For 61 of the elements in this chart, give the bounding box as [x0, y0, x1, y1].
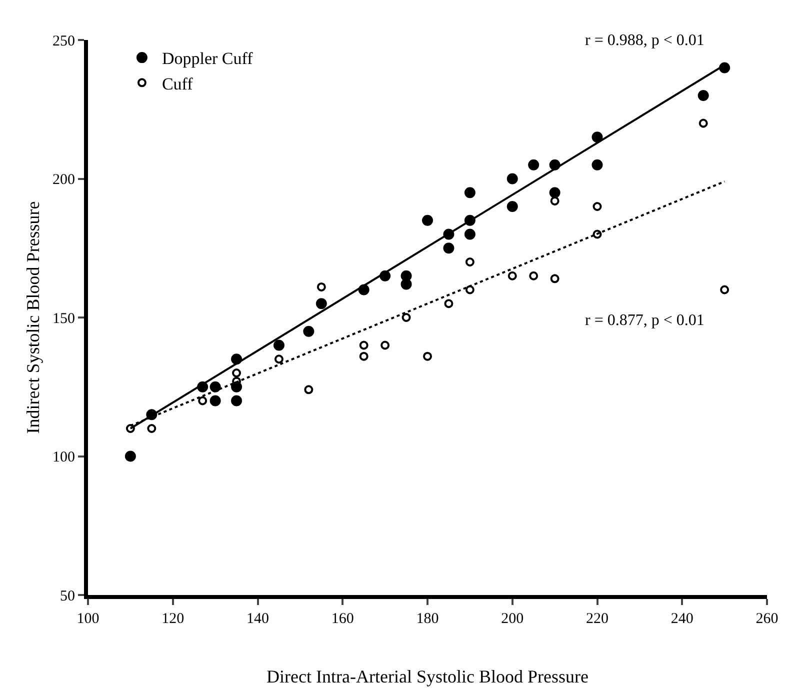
- x-tick-label: 160: [331, 611, 354, 627]
- y-axis-title: Indirect Systolic Blood Pressure: [23, 201, 43, 434]
- y-tick-label: 250: [52, 33, 75, 50]
- x-tick-label: 120: [162, 611, 184, 627]
- y-tick-label: 50: [60, 588, 75, 604]
- point: [465, 258, 474, 266]
- point: [592, 132, 603, 143]
- point: [592, 159, 603, 170]
- point: [210, 395, 221, 406]
- point: [443, 242, 454, 254]
- point: [380, 340, 390, 350]
- point: [402, 313, 411, 322]
- point: [464, 187, 476, 198]
- y-tick-label: 100: [52, 450, 75, 466]
- x-tick-label: 220: [586, 611, 608, 627]
- annotation: r = 0.877, p < 0.01: [585, 312, 704, 329]
- legend-label: Doppler Cuff: [162, 49, 254, 68]
- x-tick-label: 140: [246, 611, 269, 627]
- point: [273, 340, 284, 351]
- point: [528, 159, 540, 170]
- point: [464, 228, 476, 240]
- y-tick-label: 150: [52, 310, 75, 327]
- x-tick-label: 100: [76, 611, 100, 627]
- point: [274, 354, 284, 364]
- point: [698, 118, 708, 128]
- point: [316, 298, 327, 310]
- point: [126, 424, 135, 433]
- point: [232, 368, 242, 378]
- point: [422, 214, 433, 226]
- legend-label: Cuff: [162, 74, 194, 94]
- x-tick-label: 180: [416, 611, 439, 627]
- point: [506, 173, 518, 184]
- point: [423, 352, 432, 361]
- x-tick-label: 200: [501, 611, 524, 627]
- point: [210, 381, 221, 392]
- point: [444, 299, 454, 308]
- point: [550, 274, 560, 284]
- point: [147, 424, 156, 433]
- point: [529, 271, 538, 280]
- point: [198, 396, 208, 406]
- annotation: r = 0.988, p < 0.01: [585, 32, 704, 49]
- point: [592, 230, 602, 239]
- point: [698, 90, 709, 101]
- point: [303, 326, 314, 337]
- x-axis-title: Direct Intra-Arterial Systolic Blood Pressure: [266, 666, 588, 687]
- point: [124, 450, 136, 462]
- x-tick-label: 260: [756, 611, 778, 627]
- point: [400, 278, 412, 290]
- point: [720, 285, 730, 294]
- point: [549, 187, 560, 198]
- point: [359, 340, 368, 350]
- point: [592, 202, 602, 211]
- point: [359, 352, 368, 361]
- x-tick-label: 240: [670, 611, 694, 627]
- point: [231, 395, 242, 406]
- point: [508, 271, 517, 280]
- point: [465, 285, 474, 294]
- point: [506, 201, 518, 212]
- point: [304, 385, 314, 394]
- y-tick-label: 200: [52, 172, 75, 188]
- point: [316, 282, 326, 292]
